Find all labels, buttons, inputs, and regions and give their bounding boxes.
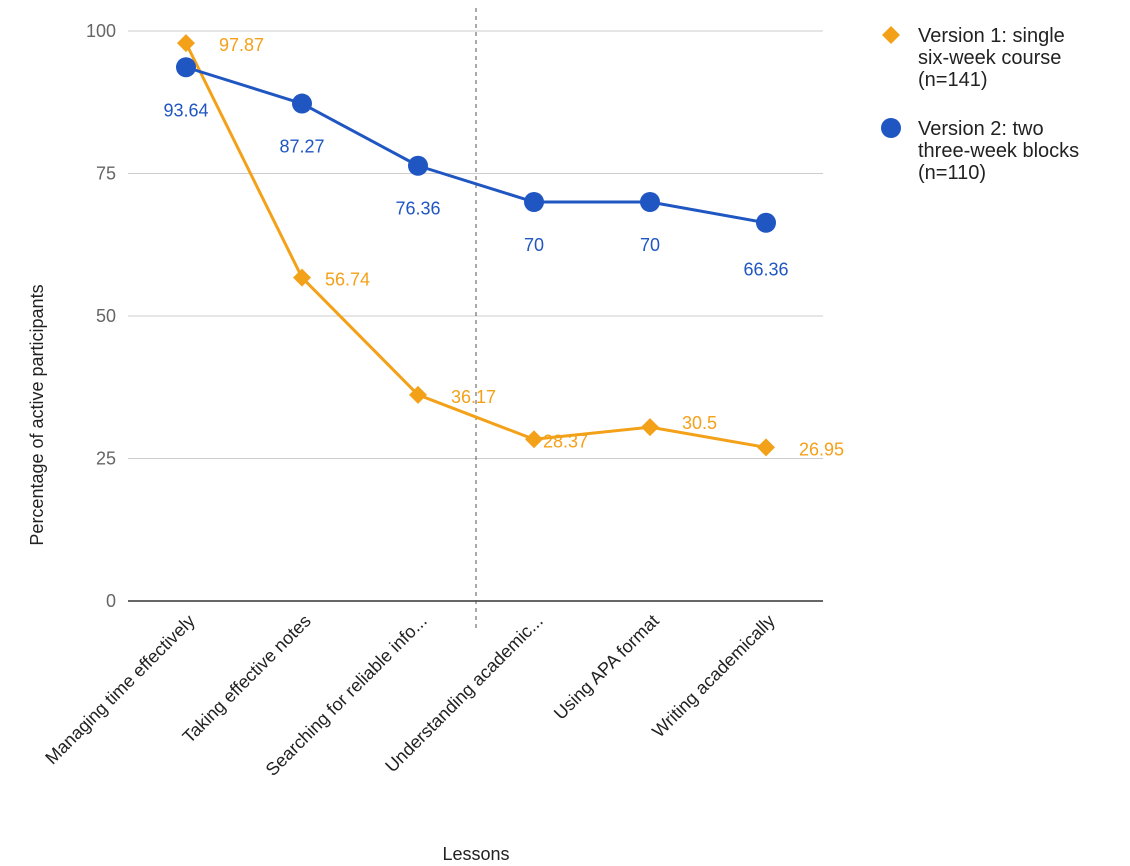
data-point [524, 192, 544, 212]
data-label: 97.87 [219, 35, 264, 55]
data-label: 66.36 [743, 260, 788, 280]
series-2: 93.64 87.27 76.36 70 70 66.36 [163, 57, 789, 280]
legend-label: six-week course [918, 47, 1061, 69]
x-category-label: Managing time effectively [41, 611, 199, 769]
series-layer: 97.87 56.74 36.17 28.37 30.5 26.95 93.64 87.27 7… [163, 34, 844, 459]
y-tick-label: 0 [106, 591, 116, 611]
y-axis-ticks: 0 25 50 75 100 [86, 21, 116, 611]
x-category-label: Using APA format [550, 611, 663, 724]
legend-circle-icon [881, 118, 901, 138]
series-line [185, 65, 767, 225]
data-point [293, 268, 311, 287]
y-tick-label: 50 [96, 306, 116, 326]
data-point [525, 430, 543, 449]
data-label: 28.37 [543, 431, 588, 451]
data-label: 93.64 [163, 100, 208, 120]
x-category-label: Taking effective notes [179, 611, 315, 747]
legend-label: (n=110) [918, 162, 986, 184]
data-point [176, 57, 196, 78]
series-1: 97.87 56.74 36.17 28.37 30.5 26.95 [177, 34, 844, 459]
legend-label: Version 2: two [918, 118, 1044, 140]
data-label: 56.74 [325, 270, 370, 290]
data-point [641, 418, 659, 437]
x-axis-title: Lessons [442, 844, 509, 864]
data-point [177, 34, 195, 53]
x-category-label: Writing academically [648, 611, 779, 742]
series-line [184, 42, 767, 449]
y-tick-label: 100 [86, 21, 116, 41]
legend-label: (n=141) [918, 69, 988, 91]
data-label: 26.95 [799, 439, 844, 459]
y-tick-label: 25 [96, 449, 116, 469]
data-label: 36.17 [451, 387, 496, 407]
data-point [409, 385, 427, 404]
data-label: 30.5 [682, 413, 717, 433]
data-label: 70 [524, 235, 544, 255]
legend-diamond-icon [882, 26, 900, 44]
data-point [757, 438, 775, 457]
data-label: 70 [640, 235, 660, 255]
y-tick-label: 75 [96, 164, 116, 184]
legend-label: Version 1: single [918, 25, 1065, 47]
data-label: 87.27 [279, 137, 324, 157]
data-point [756, 212, 776, 233]
y-axis-title: Percentage of active participants [27, 284, 47, 545]
data-label: 76.36 [395, 199, 440, 219]
data-point [292, 93, 312, 114]
data-point [408, 155, 428, 176]
legend-label: three-week blocks [918, 140, 1079, 162]
data-point [640, 192, 660, 212]
